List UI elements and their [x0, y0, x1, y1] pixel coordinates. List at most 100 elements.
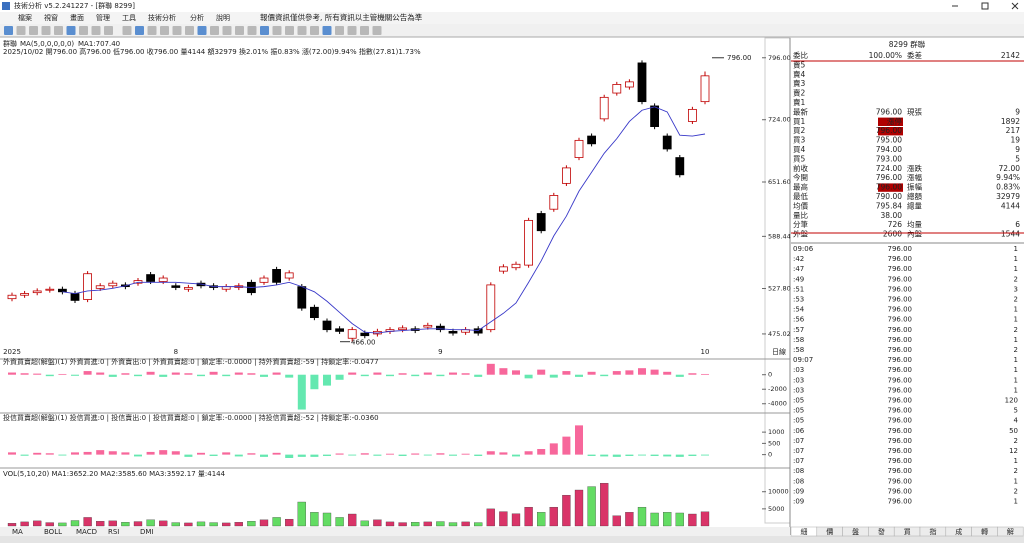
menu-item[interactable]: 工具: [122, 14, 136, 22]
tick-price: 796.00: [888, 447, 913, 455]
tool-button[interactable]: [347, 26, 357, 35]
tab-label[interactable]: 轉: [981, 527, 988, 536]
quote-label: 內盤: [907, 229, 922, 239]
bar: [121, 373, 130, 375]
tool-button[interactable]: [360, 26, 369, 35]
quote-value: 4144: [1001, 201, 1020, 210]
tick-volume: 4: [1014, 417, 1019, 425]
ma-line: [62, 106, 706, 334]
panel-title: VOL(5,10,20) MA1:3652.20 MA2:3585.60 MA3…: [3, 470, 226, 478]
tool-button[interactable]: [4, 26, 13, 35]
quote-value: 793.00: [876, 154, 902, 163]
bar: [537, 369, 546, 375]
menu-item[interactable]: 視窗: [44, 13, 58, 22]
menu-item[interactable]: 管理: [96, 13, 110, 22]
close[interactable]: [1011, 2, 1019, 10]
tab-label[interactable]: 買: [904, 528, 911, 536]
candle-body: [448, 330, 458, 334]
tool-button[interactable]: [160, 26, 169, 35]
quote-value: 9: [1015, 107, 1020, 116]
bar: [297, 374, 306, 410]
notice: 報價資訊僅供參考, 所有資訊以主管機關公告為準: [260, 12, 423, 22]
tab-label[interactable]: 細: [801, 527, 808, 536]
tool-button[interactable]: [285, 26, 294, 35]
tool-button[interactable]: [210, 26, 219, 35]
tab-label[interactable]: 解: [1007, 527, 1014, 536]
tick-time: :09: [793, 487, 804, 495]
maximize[interactable]: [981, 2, 989, 10]
tool-button[interactable]: [222, 26, 232, 35]
tool-button[interactable]: [335, 26, 344, 35]
volume-bar: [196, 521, 206, 527]
tool-button[interactable]: [185, 26, 194, 35]
tool-button[interactable]: [66, 26, 76, 35]
quote-label: 買1: [793, 117, 805, 126]
tool-button[interactable]: [16, 26, 26, 35]
tool-button[interactable]: [310, 26, 319, 35]
bar: [436, 374, 445, 377]
tick-time: :09: [793, 498, 804, 506]
quote-label: 買2: [793, 126, 805, 135]
tool-button[interactable]: [172, 26, 182, 35]
bar: [146, 451, 155, 455]
tick-volume: 1: [1014, 356, 1018, 364]
tool-button[interactable]: [104, 26, 113, 35]
tool-button[interactable]: [235, 26, 244, 35]
tool-button[interactable]: [147, 26, 157, 35]
volume-bar: [297, 501, 306, 527]
volume-bar: [272, 517, 281, 527]
tool-button[interactable]: [272, 26, 282, 35]
bar: [222, 374, 231, 377]
indicator-tab[interactable]: MA: [12, 528, 23, 536]
bar: [575, 425, 583, 455]
tool-button[interactable]: [260, 26, 269, 35]
tab-label[interactable]: 發: [878, 527, 885, 536]
tick-price: 796.00: [888, 427, 913, 435]
tool-button[interactable]: [197, 26, 207, 35]
tool-button[interactable]: [41, 26, 51, 35]
bar: [146, 371, 155, 375]
tool-button[interactable]: [247, 26, 257, 35]
quote-value: 9.94%: [996, 173, 1020, 182]
menu-item[interactable]: 技術分析: [148, 13, 176, 22]
quote-label: 前收: [793, 163, 808, 173]
volume-bar: [322, 512, 332, 527]
tab-label[interactable]: 成: [955, 527, 962, 536]
candle-body: [549, 195, 559, 210]
tool-button[interactable]: [122, 26, 132, 35]
bar: [33, 452, 42, 455]
tick-time: :07: [793, 457, 804, 465]
tool-button[interactable]: [135, 26, 144, 35]
tab-label[interactable]: 價: [826, 527, 833, 536]
indicator-tab[interactable]: MACD: [76, 528, 97, 536]
tool-button[interactable]: [79, 26, 88, 35]
volume-bar: [373, 519, 382, 527]
indicator-tab[interactable]: BOLL: [44, 528, 62, 536]
indicator-tab[interactable]: RSI: [108, 528, 119, 536]
volume-bar: [285, 518, 294, 527]
tool-button[interactable]: [91, 26, 101, 35]
tool-button[interactable]: [372, 26, 382, 35]
tool-button[interactable]: [322, 26, 332, 35]
tool-button[interactable]: [54, 26, 63, 35]
indicator-tab[interactable]: DMI: [140, 528, 154, 536]
tab[interactable]: [997, 526, 1024, 537]
menu-item[interactable]: 畫面: [70, 13, 84, 22]
candle-body: [70, 293, 80, 301]
tool-button[interactable]: [29, 26, 38, 35]
menu-item[interactable]: 說明: [216, 13, 230, 22]
bar: [663, 371, 672, 375]
candle-body: [95, 285, 105, 289]
tab-label[interactable]: 指: [930, 527, 937, 536]
candle-body: [309, 306, 319, 319]
tool-button[interactable]: [297, 26, 307, 35]
bar: [625, 454, 634, 456]
volume-bar: [45, 522, 54, 527]
y-tick-label: 651.60: [768, 178, 791, 186]
bar: [71, 452, 79, 455]
tab-label[interactable]: 盤: [852, 527, 859, 536]
volume-bar: [335, 517, 344, 527]
menu-item[interactable]: 檔案: [18, 13, 32, 22]
bar: [575, 374, 583, 377]
menu-item[interactable]: 分析: [190, 13, 204, 22]
